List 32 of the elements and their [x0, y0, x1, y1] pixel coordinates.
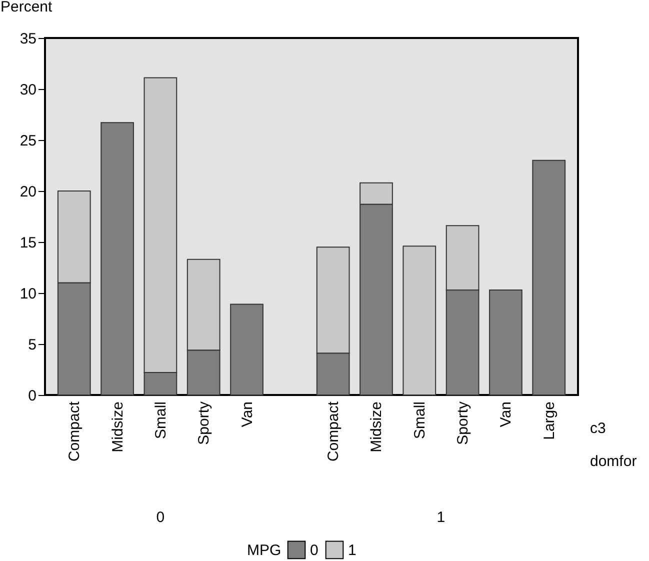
- y-tick-label: 30: [20, 82, 36, 98]
- y-tick-label: 35: [20, 30, 36, 48]
- bar: [402, 246, 436, 396]
- y-tick-label: 25: [20, 132, 36, 150]
- bar: [532, 160, 566, 396]
- x-tick-label: Large: [540, 402, 558, 440]
- bar: [230, 304, 264, 396]
- bar: [100, 122, 134, 396]
- legend-label: 1: [348, 542, 356, 559]
- text: 1: [436, 509, 446, 526]
- y-tick-label: 20: [20, 184, 36, 200]
- y-tick-label: 5: [28, 336, 36, 354]
- x-tick-label: Van: [238, 402, 256, 428]
- text: domfor: [590, 453, 637, 470]
- x-tick-label: Midsize: [368, 402, 386, 452]
- x-tick-label: Small: [411, 402, 428, 440]
- x-tick-label: Midsize: [109, 402, 126, 452]
- x-tick-label: Sporty: [196, 401, 213, 445]
- x-tick-label: Sporty: [454, 401, 472, 445]
- y-tick-label: 0: [28, 388, 36, 404]
- bar: [489, 289, 522, 396]
- legend-title: MPG: [247, 542, 282, 559]
- text: c3: [590, 420, 606, 437]
- x-tick-label: Small: [152, 402, 170, 440]
- text: 0: [156, 509, 165, 526]
- x-tick-label: Compact: [325, 400, 342, 462]
- y-tick-label: 15: [20, 234, 36, 252]
- y-tick-label: 10: [20, 286, 36, 302]
- x-tick-label: Van: [498, 402, 515, 428]
- y-axis-title: Percent: [0, 0, 54, 16]
- x-tick-label: Compact: [66, 400, 84, 462]
- legend-label: 0: [310, 542, 318, 559]
